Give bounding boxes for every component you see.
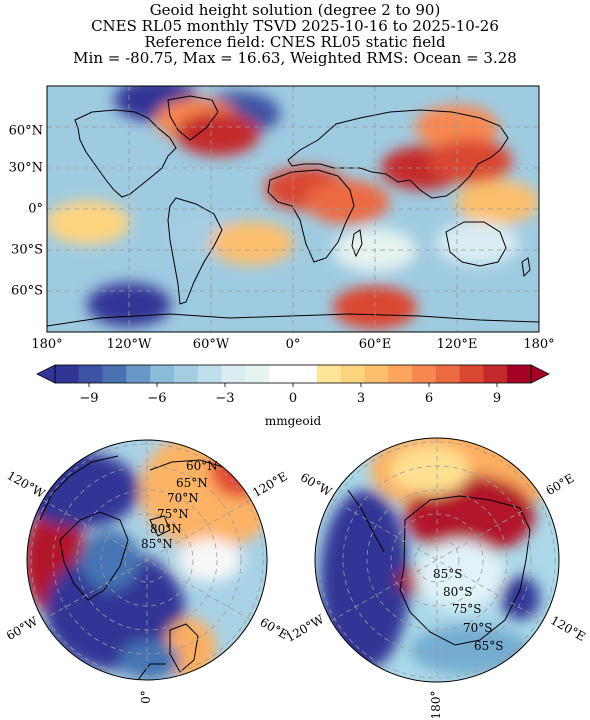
anomaly-region <box>47 200 130 245</box>
colorbar-bin <box>221 365 246 383</box>
north-polar-map: 60°N 65°N 70°N 75°N 80°N 85°N 120°W 120°… <box>4 439 291 704</box>
colorbar-bin <box>483 365 508 383</box>
lat-label: 30°N <box>9 161 43 176</box>
np-coastlines <box>39 455 249 680</box>
colorbar-bin <box>316 365 342 383</box>
anomaly-region <box>435 221 520 266</box>
colorbar-bin <box>340 365 365 383</box>
anomaly-region <box>175 111 260 156</box>
colorbar-bin <box>364 365 389 383</box>
title-line-2: CNES RL05 monthly TSVD 2025-10-16 to 202… <box>91 17 499 35</box>
colorbar-label: mmgeoid <box>265 414 322 428</box>
colorbar-bin <box>55 365 80 383</box>
colorbar-tick-label: 6 <box>425 391 433 406</box>
coastlines <box>47 95 539 327</box>
lon-label: 120°W <box>107 337 152 352</box>
colorbar-bins <box>36 364 550 384</box>
map-anomaly-field <box>47 86 539 330</box>
sp-lon-label: 120°W <box>284 612 327 645</box>
colorbar-bin <box>293 365 318 383</box>
colorbar: −9 −6 −3 0 3 6 9 mmgeoid <box>36 364 550 428</box>
anomaly-region <box>428 139 513 184</box>
colorbar-tick-label: −6 <box>147 391 166 406</box>
np-lon-label: 120°W <box>5 468 48 501</box>
sp-lon-label: 60°E <box>543 471 576 498</box>
colorbar-bin <box>174 365 199 383</box>
colorbar-bin <box>388 365 413 383</box>
np-lat-label: 75°N <box>157 507 189 521</box>
colorbar-bin <box>126 365 151 383</box>
colorbar-tick-label: 3 <box>357 391 365 406</box>
lon-label: 180° <box>31 337 62 352</box>
south-polar-map: 85°S 80°S 75°S 70°S 65°S 60°W 60°E 120°W… <box>284 437 588 720</box>
title-line-1: Geoid height solution (degree 2 to 90) <box>149 1 441 19</box>
title-line-4: Min = -80.75, Max = 16.63, Weighted RMS:… <box>73 49 517 67</box>
anomaly-region <box>333 285 417 330</box>
sp-lat-label: 70°S <box>463 621 493 635</box>
sp-lon-label: 120°E <box>548 613 588 644</box>
colorbar-tick-label: −9 <box>79 391 98 406</box>
colorbar-bin <box>459 365 484 383</box>
np-lon-label: 0° <box>139 690 153 704</box>
colorbar-bin <box>78 365 104 383</box>
lat-label: 60°N <box>9 124 43 139</box>
anomaly-region <box>305 180 390 225</box>
np-lon-label: 60°W <box>4 614 41 643</box>
np-lat-label: 70°N <box>167 491 199 505</box>
colorbar-tick-label: 9 <box>493 391 501 406</box>
lon-label: 0° <box>286 337 301 352</box>
sp-frame <box>314 437 560 683</box>
np-lat-label: 60°N <box>186 459 218 473</box>
title-line-3: Reference field: CNES RL05 static field <box>144 33 446 51</box>
colorbar-bin <box>197 365 223 383</box>
anomaly-region <box>210 221 294 266</box>
sp-lon-label: 60°W <box>298 470 335 499</box>
sp-coastlines <box>347 489 531 646</box>
colorbar-bin <box>412 365 437 383</box>
colorbar-ticks: −9 −6 −3 0 3 6 9 <box>79 383 501 406</box>
np-gridlines <box>30 440 264 680</box>
lon-label: 180° <box>523 337 554 352</box>
sp-lat-label: 80°S <box>443 585 473 599</box>
sp-lat-label: 65°S <box>474 639 504 653</box>
np-frame <box>26 439 268 681</box>
colorbar-tick-label: 0 <box>289 391 297 406</box>
anomaly-region <box>456 180 539 225</box>
lat-label: 0° <box>28 202 43 217</box>
sp-lat-label: 85°S <box>433 567 463 581</box>
lon-label: 60°E <box>359 337 392 352</box>
global-map: 60°N 30°N 0° 30°S 60°S 180° 120°W 60°W 0… <box>9 85 555 352</box>
colorbar-extend-high <box>530 364 550 384</box>
colorbar-extend-low <box>36 364 56 384</box>
lat-label: 60°S <box>11 284 43 299</box>
np-lat-label: 80°N <box>150 522 182 536</box>
colorbar-bin <box>435 365 461 383</box>
lon-label: 120°E <box>437 337 478 352</box>
lat-label: 30°S <box>11 243 43 258</box>
colorbar-bin <box>245 365 270 383</box>
np-lat-label: 85°N <box>141 537 173 551</box>
sp-gridlines <box>318 438 556 682</box>
colorbar-tick-label: −3 <box>215 391 234 406</box>
np-lat-label: 65°N <box>176 476 208 490</box>
colorbar-bin <box>269 365 294 383</box>
lon-label: 60°W <box>193 337 230 352</box>
sp-lat-label: 75°S <box>452 602 482 616</box>
sp-lon-label: 180° <box>429 691 443 720</box>
map-frame <box>46 85 540 333</box>
map-gridlines <box>47 86 539 332</box>
colorbar-bin <box>507 365 532 383</box>
np-lon-label: 120°E <box>250 469 290 500</box>
colorbar-bin <box>150 365 175 383</box>
colorbar-bin <box>102 365 127 383</box>
